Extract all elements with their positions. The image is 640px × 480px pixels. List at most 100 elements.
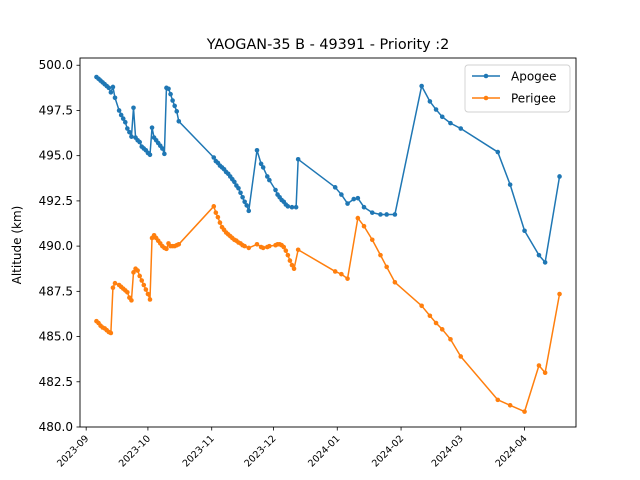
series-perigee [94, 204, 562, 414]
data-point [267, 177, 272, 183]
data-point [542, 370, 548, 376]
data-point [291, 266, 297, 272]
data-point [458, 126, 464, 131]
data-point [236, 185, 241, 191]
data-point [129, 134, 134, 139]
data-point [392, 279, 398, 285]
data-point [135, 268, 140, 273]
data-point [273, 187, 278, 193]
data-point [522, 409, 527, 414]
data-point [143, 287, 149, 292]
data-point [495, 149, 501, 155]
data-point [131, 270, 136, 275]
data-point [378, 252, 383, 258]
data-point [536, 252, 542, 258]
data-point [164, 246, 169, 252]
data-point [260, 165, 266, 170]
data-point [145, 291, 151, 297]
data-point [122, 119, 128, 125]
data-point [345, 201, 350, 206]
data-point [213, 210, 219, 215]
data-point [147, 152, 153, 158]
data-point [254, 242, 260, 247]
data-point [176, 119, 182, 124]
data-point [369, 210, 375, 215]
data-point [419, 83, 424, 89]
data-point [285, 252, 291, 258]
legend-label-apogee: Apogee [511, 70, 557, 84]
data-point [361, 223, 367, 229]
data-point [125, 126, 130, 131]
data-point [281, 244, 287, 250]
y-tick-label: 495.0 [39, 149, 73, 163]
data-point [495, 397, 501, 403]
data-point [217, 220, 223, 225]
data-point [120, 116, 126, 121]
data-point [439, 327, 445, 332]
plot-frame [79, 57, 577, 428]
data-point [137, 139, 142, 145]
data-point [264, 174, 270, 179]
data-point [384, 264, 389, 270]
data-point [137, 273, 142, 279]
y-tick-label: 482.5 [39, 375, 73, 389]
data-point [339, 271, 344, 277]
data-point [355, 195, 361, 201]
legend-label-perigee: Perigee [511, 92, 556, 106]
legend-marker-apogee [483, 73, 489, 79]
data-point [287, 258, 293, 263]
data-point [240, 194, 245, 200]
data-point [439, 114, 445, 120]
data-point [232, 179, 237, 185]
y-tick-label: 490.0 [39, 239, 73, 253]
data-point [170, 98, 175, 103]
series-apogee [94, 74, 562, 265]
data-point [172, 103, 177, 109]
data-point [125, 289, 130, 295]
data-point [361, 204, 367, 210]
data-point [116, 108, 122, 113]
data-point [384, 212, 389, 217]
data-point [147, 297, 153, 302]
data-point [392, 212, 398, 217]
y-tick-label: 487.5 [39, 284, 73, 298]
y-axis-label: Altitude (km) [10, 206, 24, 285]
data-point [458, 354, 464, 359]
data-point [166, 86, 171, 92]
data-point [242, 199, 247, 205]
plot-lines [94, 74, 562, 414]
data-point [242, 243, 247, 249]
data-point [110, 84, 116, 90]
data-point [289, 262, 295, 268]
data-point [131, 105, 136, 111]
data-point [427, 99, 433, 104]
data-point [542, 260, 548, 265]
data-point [283, 248, 289, 253]
data-point [285, 204, 291, 209]
data-point [129, 298, 134, 303]
y-tick-label: 480.0 [39, 420, 73, 434]
data-point [295, 247, 301, 253]
data-point [238, 190, 243, 196]
data-point [246, 208, 252, 214]
y-tick-label: 497.5 [39, 103, 73, 117]
data-point [149, 125, 155, 130]
data-point [369, 237, 375, 243]
data-point [110, 285, 116, 291]
data-point [522, 228, 527, 234]
data-point [108, 90, 114, 95]
data-point [433, 107, 439, 112]
data-point [108, 330, 114, 336]
data-point [244, 203, 250, 208]
data-point [141, 282, 147, 288]
legend-marker-perigee [483, 95, 489, 101]
data-point [332, 185, 338, 190]
legend: Apogee Perigee [464, 64, 571, 113]
data-point [211, 204, 217, 209]
data-point [507, 402, 513, 408]
data-point [536, 363, 542, 368]
data-point [419, 303, 424, 309]
y-tick-label: 485.0 [39, 330, 73, 344]
data-point [339, 192, 344, 197]
data-point [254, 147, 260, 153]
